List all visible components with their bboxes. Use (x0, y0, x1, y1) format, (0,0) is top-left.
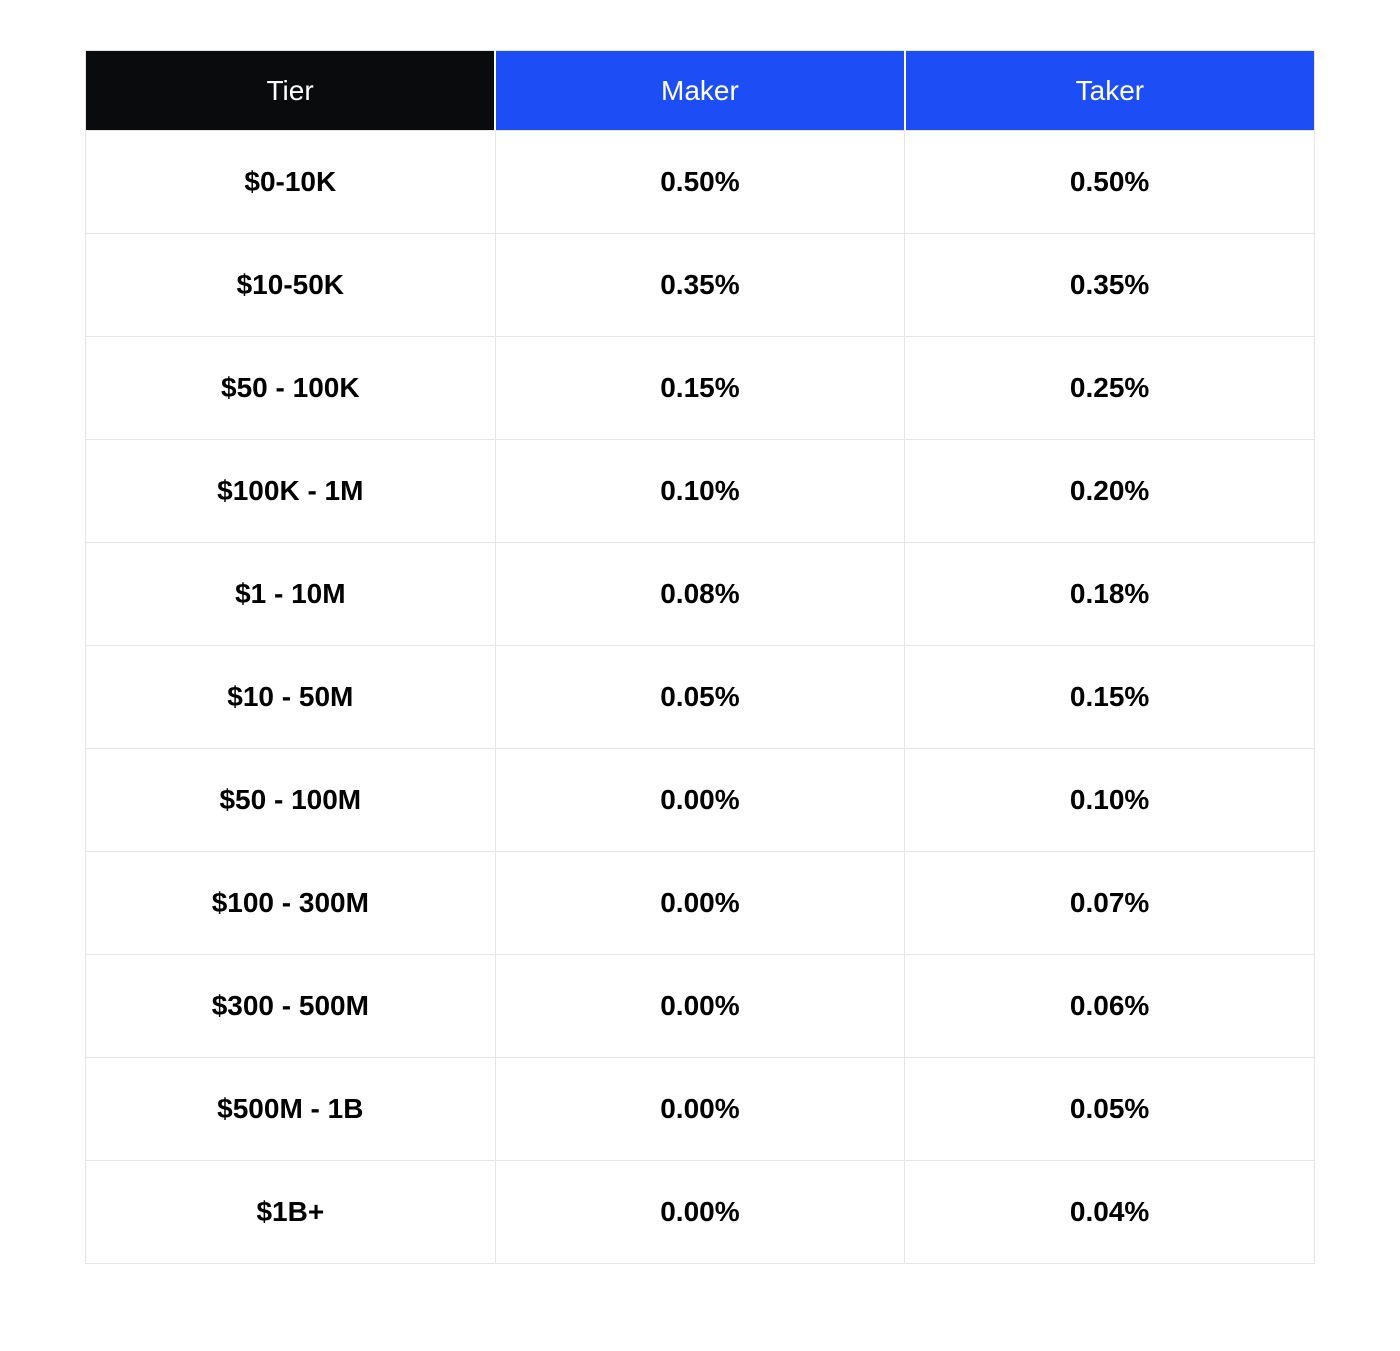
cell-tier: $1B+ (86, 1161, 496, 1264)
cell-tier: $1 - 10M (86, 543, 496, 646)
cell-maker: 0.15% (495, 337, 905, 440)
cell-taker: 0.18% (905, 543, 1315, 646)
cell-tier: $50 - 100K (86, 337, 496, 440)
column-header-maker: Maker (495, 51, 905, 131)
table-row: $50 - 100K 0.15% 0.25% (86, 337, 1315, 440)
cell-maker: 0.08% (495, 543, 905, 646)
cell-taker: 0.10% (905, 749, 1315, 852)
table-body: $0-10K 0.50% 0.50% $10-50K 0.35% 0.35% $… (86, 131, 1315, 1264)
cell-taker: 0.50% (905, 131, 1315, 234)
table-row: $300 - 500M 0.00% 0.06% (86, 955, 1315, 1058)
table-header-row: Tier Maker Taker (86, 51, 1315, 131)
cell-tier: $0-10K (86, 131, 496, 234)
table-header: Tier Maker Taker (86, 51, 1315, 131)
cell-tier: $10-50K (86, 234, 496, 337)
table-row: $500M - 1B 0.00% 0.05% (86, 1058, 1315, 1161)
cell-taker: 0.04% (905, 1161, 1315, 1264)
cell-taker: 0.15% (905, 646, 1315, 749)
table-row: $1B+ 0.00% 0.04% (86, 1161, 1315, 1264)
cell-taker: 0.35% (905, 234, 1315, 337)
cell-taker: 0.05% (905, 1058, 1315, 1161)
cell-taker: 0.07% (905, 852, 1315, 955)
column-header-taker: Taker (905, 51, 1315, 131)
cell-taker: 0.20% (905, 440, 1315, 543)
cell-maker: 0.10% (495, 440, 905, 543)
table-row: $100K - 1M 0.10% 0.20% (86, 440, 1315, 543)
cell-tier: $100K - 1M (86, 440, 496, 543)
cell-tier: $100 - 300M (86, 852, 496, 955)
table-row: $1 - 10M 0.08% 0.18% (86, 543, 1315, 646)
cell-tier: $300 - 500M (86, 955, 496, 1058)
cell-maker: 0.35% (495, 234, 905, 337)
table-row: $10-50K 0.35% 0.35% (86, 234, 1315, 337)
cell-maker: 0.00% (495, 1161, 905, 1264)
cell-taker: 0.06% (905, 955, 1315, 1058)
table-row: $50 - 100M 0.00% 0.10% (86, 749, 1315, 852)
table-row: $100 - 300M 0.00% 0.07% (86, 852, 1315, 955)
cell-maker: 0.00% (495, 955, 905, 1058)
cell-maker: 0.50% (495, 131, 905, 234)
cell-maker: 0.00% (495, 1058, 905, 1161)
cell-maker: 0.00% (495, 852, 905, 955)
table-row: $0-10K 0.50% 0.50% (86, 131, 1315, 234)
cell-maker: 0.00% (495, 749, 905, 852)
cell-maker: 0.05% (495, 646, 905, 749)
column-header-tier: Tier (86, 51, 496, 131)
cell-tier: $500M - 1B (86, 1058, 496, 1161)
cell-tier: $10 - 50M (86, 646, 496, 749)
cell-taker: 0.25% (905, 337, 1315, 440)
fee-tier-table: Tier Maker Taker $0-10K 0.50% 0.50% $10-… (85, 50, 1315, 1264)
cell-tier: $50 - 100M (86, 749, 496, 852)
table-row: $10 - 50M 0.05% 0.15% (86, 646, 1315, 749)
